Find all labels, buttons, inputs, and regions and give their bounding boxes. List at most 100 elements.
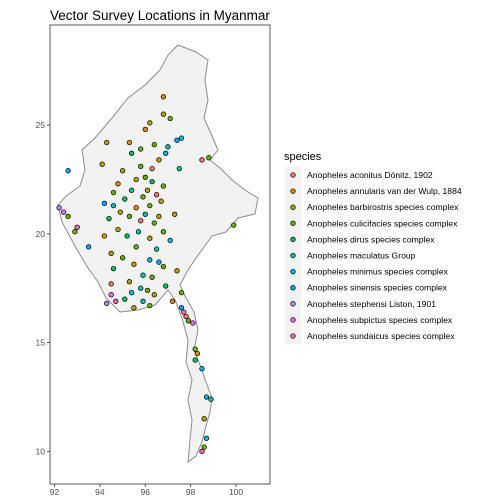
- survey-point: [169, 298, 176, 304]
- x-tick-label: 92: [50, 487, 60, 497]
- y-tick-label: 20: [36, 229, 46, 239]
- legend-key-point: [290, 317, 296, 323]
- survey-point: [142, 174, 148, 180]
- survey-point: [140, 194, 146, 200]
- survey-point: [74, 224, 80, 230]
- survey-point: [138, 218, 144, 224]
- legend-label: Anopheles subpictus species complex: [307, 315, 453, 325]
- legend-item: Anopheles subpictus species complex: [285, 311, 453, 328]
- survey-point: [126, 139, 133, 146]
- legend-key-point: [290, 204, 296, 210]
- legend-label: Anopheles dirus species complex: [307, 234, 435, 244]
- legend-item: Anopheles stephensi Liston, 1901: [285, 295, 436, 312]
- survey-point: [140, 272, 146, 278]
- legend-item: Anopheles maculatus Group: [285, 247, 416, 264]
- survey-point: [147, 302, 153, 309]
- survey-point: [165, 144, 171, 150]
- legend-label: Anopheles barbirostris species complex: [307, 202, 459, 212]
- survey-point: [108, 292, 114, 298]
- survey-point: [110, 202, 117, 209]
- survey-point: [101, 200, 108, 207]
- survey-point: [203, 394, 210, 400]
- survey-point: [151, 292, 157, 298]
- survey-point: [203, 435, 210, 441]
- survey-point: [122, 196, 128, 202]
- survey-point: [153, 246, 160, 252]
- survey-point: [151, 141, 157, 148]
- survey-point: [201, 416, 207, 422]
- survey-point: [147, 120, 153, 126]
- survey-point: [113, 298, 119, 304]
- y-axis: 10 15 20 25: [36, 120, 50, 456]
- survey-point: [99, 161, 105, 167]
- survey-point: [176, 165, 182, 172]
- survey-point: [156, 259, 162, 265]
- survey-point: [126, 279, 133, 285]
- legend-label: Anopheles minimus species complex: [307, 267, 449, 277]
- survey-point: [183, 313, 189, 320]
- survey-point: [185, 318, 192, 324]
- survey-point: [192, 346, 198, 352]
- legend-label: Anopheles stephensi Liston, 1901: [307, 299, 436, 309]
- survey-point: [156, 157, 162, 163]
- survey-point: [104, 139, 110, 146]
- legend-key-point: [290, 236, 296, 243]
- survey-point: [142, 126, 148, 133]
- survey-point: [138, 285, 144, 291]
- legend-item: Anopheles aconitus Dönitz, 1902: [285, 167, 433, 183]
- legend-key-point: [290, 252, 296, 259]
- survey-point: [174, 268, 180, 274]
- survey-point: [206, 155, 212, 161]
- survey-point: [172, 211, 178, 217]
- survey-point: [138, 163, 144, 170]
- survey-point: [124, 233, 130, 239]
- survey-point: [110, 265, 117, 272]
- survey-point: [140, 298, 146, 304]
- survey-point: [138, 146, 144, 152]
- survey-point: [147, 235, 153, 241]
- legend-label: Anopheles sundaicus species complex: [307, 331, 455, 341]
- legend-item: Anopheles sinensis species complex: [285, 279, 448, 296]
- survey-point: [119, 168, 126, 174]
- survey-point: [115, 226, 121, 233]
- survey-point: [144, 287, 151, 294]
- legend-item: Anopheles culicifacies species complex: [285, 215, 458, 232]
- survey-point: [167, 115, 173, 122]
- survey-point: [133, 244, 139, 250]
- legend: species Anopheles aconitus Dönitz, 1902 A…: [284, 151, 462, 344]
- survey-point: [65, 213, 71, 220]
- survey-point: [144, 187, 151, 193]
- survey-point: [153, 192, 160, 198]
- survey-point: [192, 357, 198, 363]
- y-tick-label: 10: [36, 446, 46, 456]
- survey-point: [133, 205, 139, 211]
- survey-point: [174, 137, 180, 143]
- survey-point: [108, 250, 114, 257]
- survey-point: [160, 111, 167, 117]
- x-tick-label: 100: [229, 487, 243, 497]
- survey-point: [85, 244, 92, 250]
- survey-point: [149, 165, 155, 172]
- map-title: Vector Survey Locations in Myanmar: [50, 8, 270, 23]
- legend-title: species: [284, 151, 322, 163]
- survey-point: [163, 283, 169, 289]
- legend-key-point: [290, 285, 296, 291]
- survey-point: [131, 261, 137, 267]
- survey-point: [149, 178, 155, 185]
- survey-point: [199, 448, 205, 455]
- survey-point: [56, 205, 62, 211]
- survey-point: [160, 229, 167, 235]
- survey-point: [126, 213, 133, 220]
- y-tick-label: 15: [36, 338, 46, 348]
- x-tick-label: 94: [95, 487, 105, 497]
- legend-item: Anopheles dirus species complex: [285, 231, 435, 248]
- survey-point: [199, 157, 205, 163]
- survey-point: [156, 213, 162, 220]
- survey-point: [151, 220, 157, 226]
- survey-point: [167, 237, 173, 244]
- survey-point: [142, 211, 148, 217]
- x-tick-label: 98: [186, 487, 196, 497]
- legend-key-point: [290, 220, 296, 226]
- survey-point: [199, 366, 205, 372]
- survey-point: [149, 274, 155, 280]
